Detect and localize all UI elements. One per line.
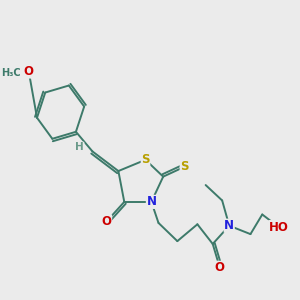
Text: O: O — [215, 261, 225, 274]
Text: N: N — [146, 195, 156, 208]
Text: HO: HO — [269, 220, 289, 234]
Text: S: S — [180, 160, 189, 173]
Text: N: N — [224, 219, 234, 232]
Text: H: H — [75, 142, 84, 152]
Text: O: O — [24, 65, 34, 78]
Text: H₃C: H₃C — [1, 68, 21, 78]
Text: O: O — [102, 215, 112, 228]
Text: S: S — [141, 153, 150, 166]
